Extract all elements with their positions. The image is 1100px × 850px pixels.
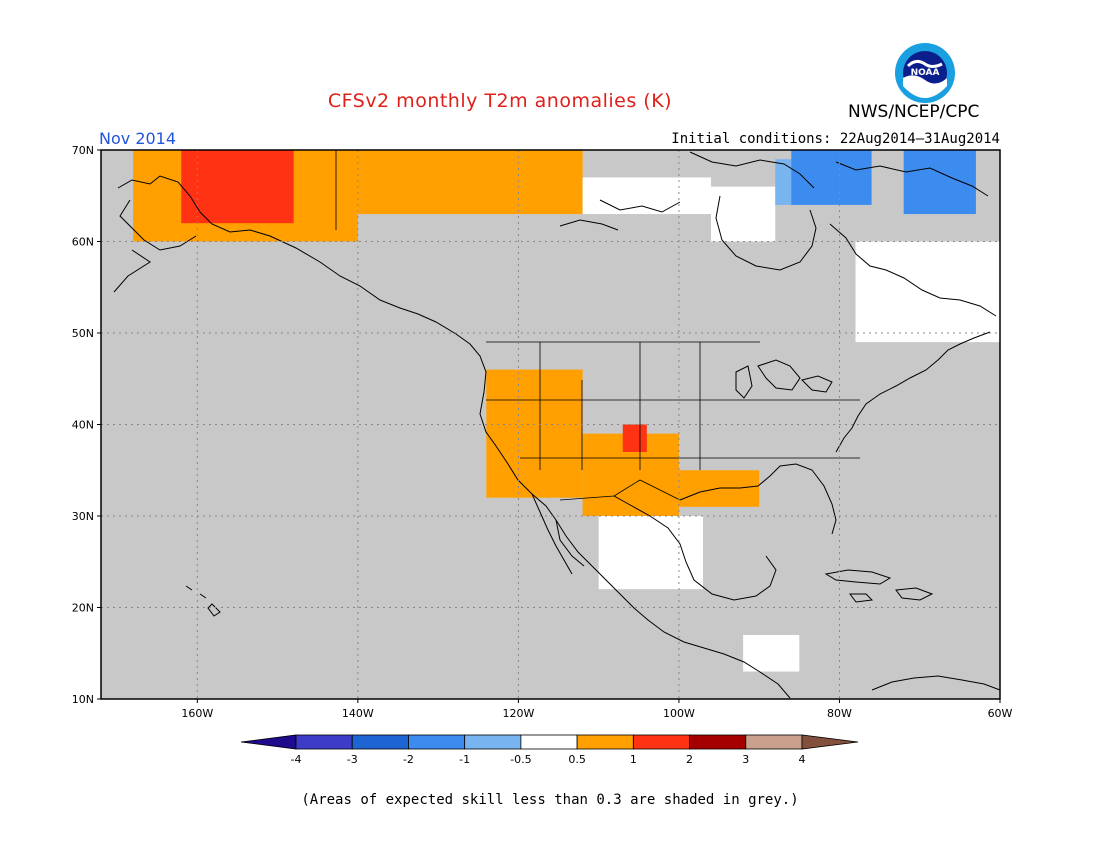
lat-tick-label: 10N bbox=[72, 693, 94, 706]
lat-tick-label: 40N bbox=[72, 419, 94, 432]
legend-swatch bbox=[632, 734, 690, 750]
lon-tick-label: 80W bbox=[827, 707, 852, 720]
lat-tick-label: 20N bbox=[72, 602, 94, 615]
anomaly-region-alaska-strong bbox=[181, 150, 294, 224]
anomaly-region-four-corners-strong bbox=[622, 424, 647, 452]
chart-title-text: CFSv2 monthly T2m anomalies (K) bbox=[327, 90, 673, 112]
anomaly-region-yukon-warm bbox=[357, 150, 583, 215]
anomaly-region-quebec-neutral bbox=[855, 241, 1000, 343]
anomaly-region-greenland-cold bbox=[903, 150, 976, 215]
legend-label: -2 bbox=[403, 753, 414, 766]
legend-label: 4 bbox=[799, 753, 806, 766]
legend-labels: -4 -3 -2 -1 -0.5 0.5 1 2 3 4 bbox=[291, 753, 806, 766]
legend-label: -1 bbox=[459, 753, 470, 766]
map-gridlines bbox=[101, 150, 1000, 699]
anomaly-region-hudson-neutral bbox=[711, 186, 776, 242]
anomaly-region-central-america-neutral bbox=[743, 634, 800, 672]
skill-footnote: (Areas of expected skill less than 0.3 a… bbox=[301, 792, 799, 808]
anomaly-region-baffin-cold bbox=[791, 150, 872, 205]
legend-label: -0.5 bbox=[510, 753, 531, 766]
legend-swatch bbox=[576, 734, 634, 750]
legend-arrow-high bbox=[801, 734, 859, 750]
anomaly-map: 10N 20N 30N 40N 50N 60N 70N 160W 140W 120W 100W 80… bbox=[72, 144, 1013, 720]
legend-arrow-low bbox=[240, 734, 297, 750]
longitude-ticks: 160W 140W 120W 100W 80W 60W bbox=[181, 699, 1013, 720]
chart-title: CFSv2 monthly T2m anomalies (K) bbox=[0, 90, 1100, 112]
legend-label: -4 bbox=[291, 753, 302, 766]
initial-conditions-label: Initial conditions: 22Aug2014–31Aug2014 bbox=[671, 131, 1000, 147]
lat-tick-label: 70N bbox=[72, 144, 94, 157]
legend-label: 3 bbox=[742, 753, 749, 766]
legend-swatch bbox=[351, 734, 409, 750]
legend-label: 2 bbox=[686, 753, 693, 766]
legend-swatch bbox=[408, 734, 466, 750]
valid-month-label: Nov 2014 bbox=[99, 129, 177, 148]
legend-bar bbox=[240, 734, 859, 750]
anomaly-region-west-us-warm bbox=[486, 369, 583, 498]
legend-swatch bbox=[464, 734, 522, 750]
agency-label: NWS/NCEP/CPC bbox=[848, 102, 980, 122]
anomaly-region-arctic-neutral bbox=[582, 177, 712, 215]
latitude-ticks: 10N 20N 30N 40N 50N 60N 70N bbox=[72, 144, 101, 706]
anomaly-region-mexico-neutral bbox=[598, 516, 704, 590]
noaa-logo: NOAA bbox=[895, 43, 955, 103]
legend-swatch bbox=[295, 734, 353, 750]
coastlines bbox=[113, 151, 1001, 699]
legend-swatch bbox=[520, 734, 578, 750]
political-borders bbox=[335, 150, 860, 501]
logo-text: NOAA bbox=[911, 68, 940, 78]
legend-label: -3 bbox=[347, 753, 358, 766]
lon-tick-label: 100W bbox=[663, 707, 695, 720]
legend-swatch bbox=[745, 734, 803, 750]
lat-tick-label: 50N bbox=[72, 327, 94, 340]
lon-tick-label: 120W bbox=[502, 707, 534, 720]
legend-swatch bbox=[689, 734, 747, 750]
lat-tick-label: 60N bbox=[72, 236, 94, 249]
legend-label: 0.5 bbox=[568, 753, 586, 766]
anomaly-regions bbox=[133, 150, 1000, 672]
lon-tick-label: 140W bbox=[342, 707, 374, 720]
lat-tick-label: 30N bbox=[72, 510, 94, 523]
legend-label: 1 bbox=[630, 753, 637, 766]
lon-tick-label: 60W bbox=[988, 707, 1013, 720]
lon-tick-label: 160W bbox=[181, 707, 213, 720]
